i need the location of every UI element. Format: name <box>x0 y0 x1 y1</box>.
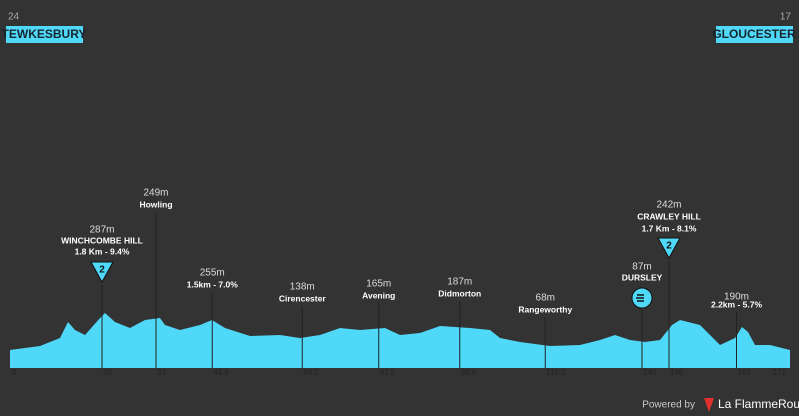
altitude: 255m <box>200 268 225 279</box>
km-label: 64.5 <box>303 368 319 377</box>
climb-icon <box>90 261 114 284</box>
start-km: 24 <box>8 12 20 23</box>
km-label: 146 <box>670 368 684 377</box>
km-label: 118.5 <box>546 368 566 377</box>
altitude: 242m <box>656 200 681 211</box>
altitude: 87m <box>632 262 651 273</box>
altitude: 165m <box>366 279 391 290</box>
place-name: DURSLEY <box>622 272 663 282</box>
brand-logo <box>704 398 714 412</box>
altitude: 68m <box>536 293 555 304</box>
climb-stats: 2.2km - 5.7% <box>711 299 762 309</box>
climb-stats: 1.8 Km - 9.4% <box>75 246 130 256</box>
km-label: 32 <box>157 368 166 377</box>
km-label: 44.5 <box>213 368 229 377</box>
climb-stats: 1.7 Km - 8.1% <box>642 223 697 233</box>
km-label: 81.5 <box>380 368 396 377</box>
start-name: TEWKESBURY <box>2 27 87 41</box>
altitude: 249m <box>143 188 168 199</box>
sprint-glyph <box>636 294 644 302</box>
end-name: GLOUCESTER <box>712 27 796 41</box>
place-name: Rangeworthy <box>518 304 572 314</box>
climb-category: 2 <box>99 265 105 276</box>
place-name: Cirencester <box>279 293 326 303</box>
place-name: CRAWLEY HILL <box>637 211 701 221</box>
brand: La FlammeRouge <box>718 397 799 411</box>
place-name: Avening <box>362 290 395 300</box>
altitude: 287m <box>89 225 114 236</box>
altitude: 187m <box>447 277 472 288</box>
profile-area <box>10 313 790 368</box>
place-name: Howling <box>139 199 172 209</box>
place-name: WINCHCOMBE HILL <box>61 235 143 245</box>
axis-end: 171 <box>773 368 787 377</box>
altitude: 190m <box>724 292 749 303</box>
km-label: 20 <box>103 368 112 377</box>
climb-icon <box>657 237 681 260</box>
powered-by: Powered by <box>642 400 695 411</box>
end-km: 17 <box>780 12 792 23</box>
climb-stats: 1.5km - 7.0% <box>187 279 238 289</box>
km-label: 99.5 <box>461 368 477 377</box>
altitude: 138m <box>290 282 315 293</box>
end-badge <box>716 26 793 43</box>
place-name: Didmorton <box>438 288 481 298</box>
km-label: 161 <box>738 368 752 377</box>
axis-start: 0 <box>12 368 17 377</box>
km-label: 140 <box>643 368 657 377</box>
start-badge <box>6 26 83 43</box>
climb-category: 2 <box>666 241 672 252</box>
